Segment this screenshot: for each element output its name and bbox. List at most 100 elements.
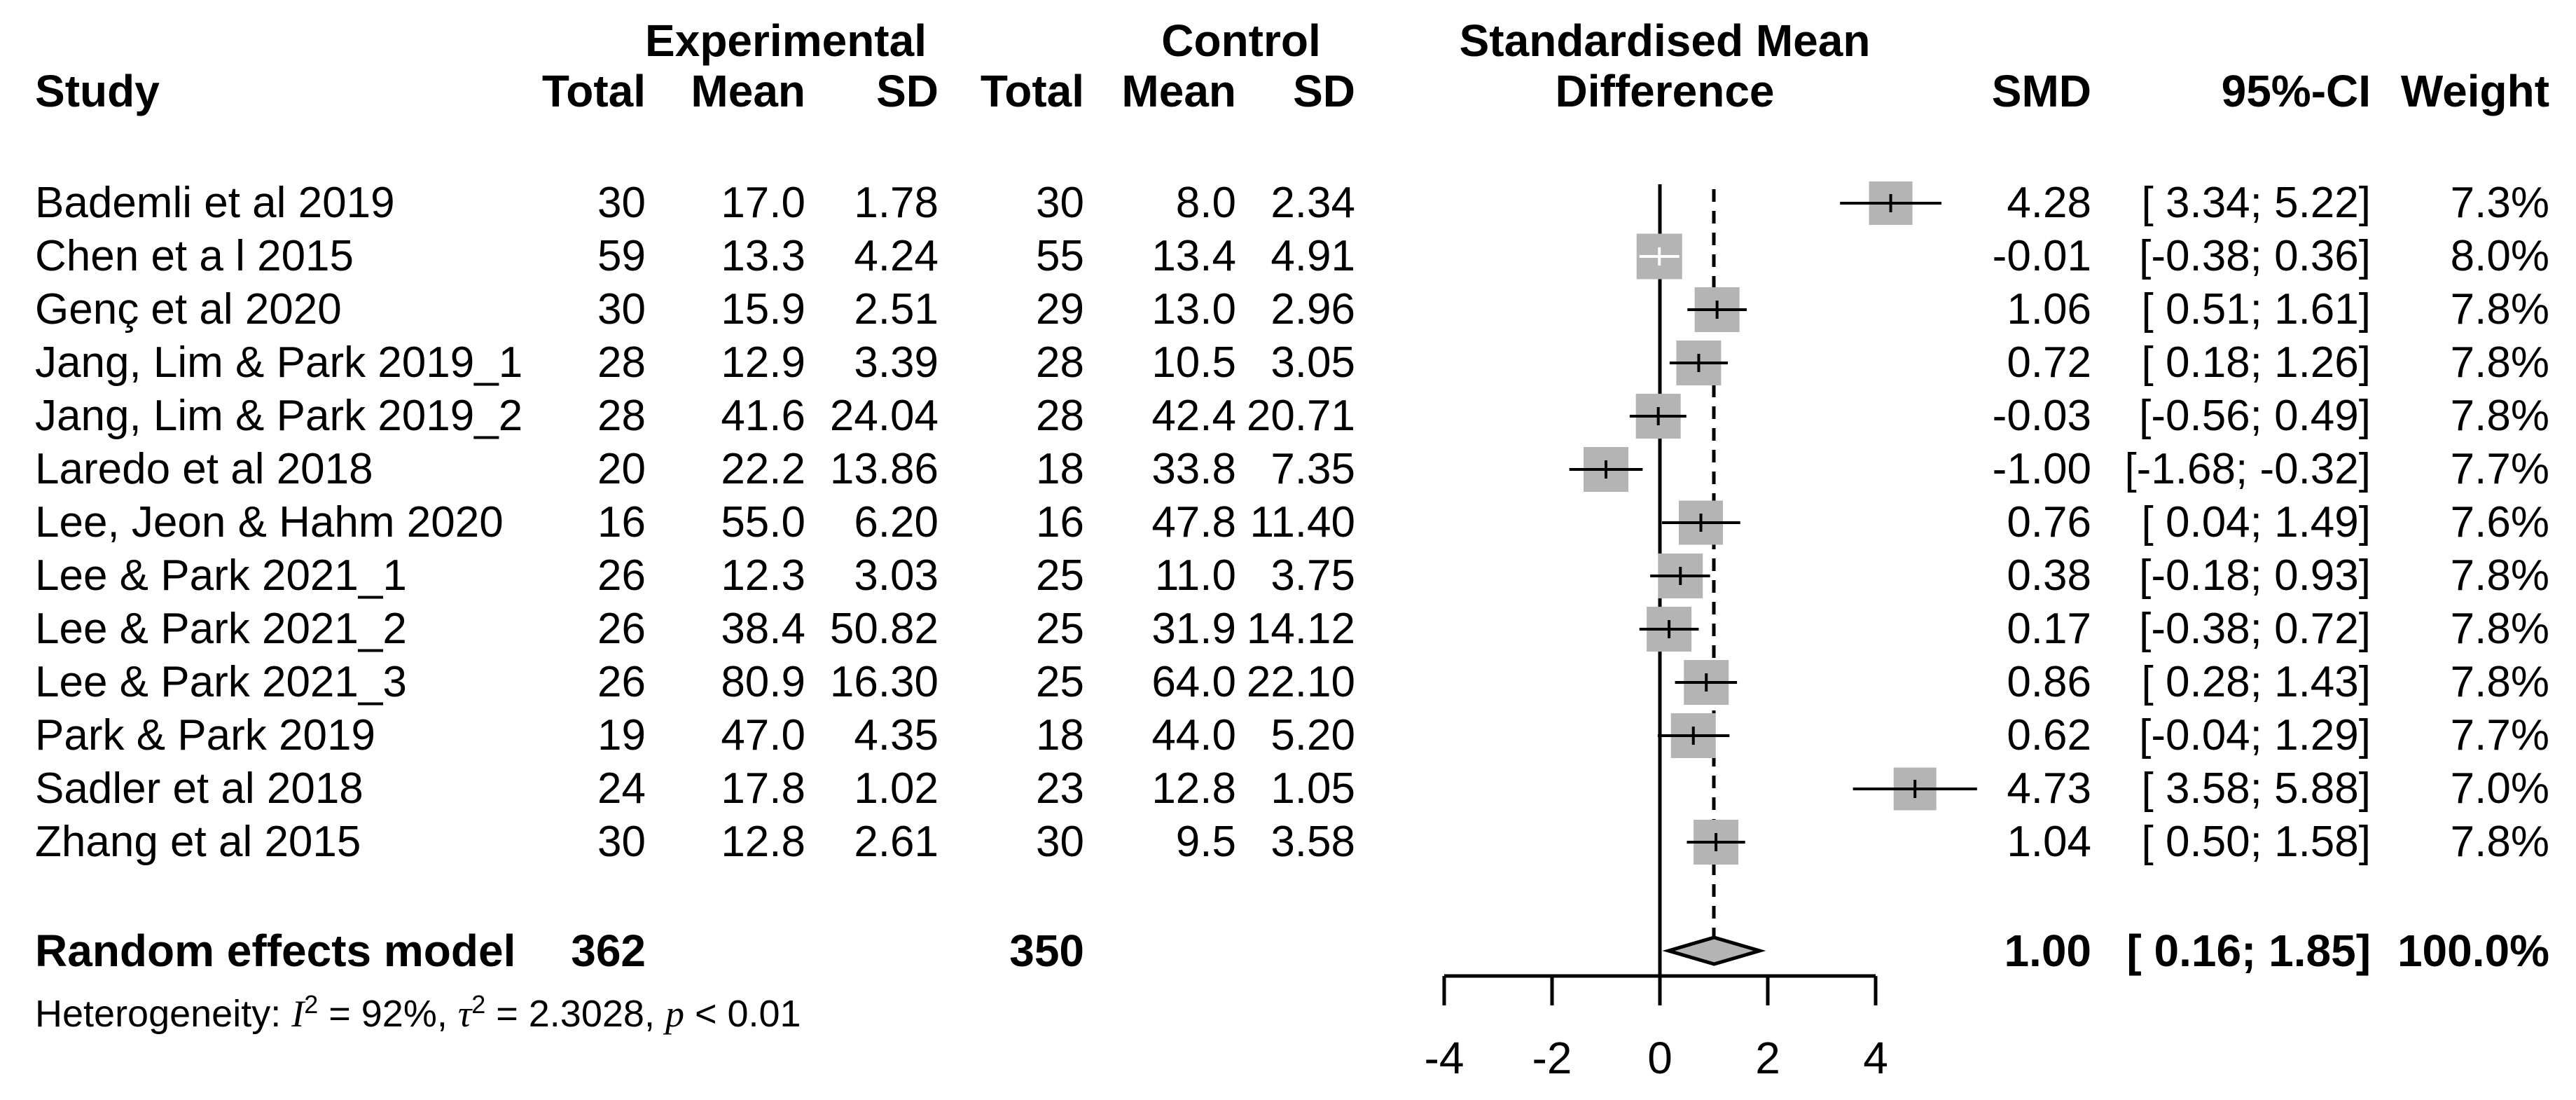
ctrl-total-cell: 18 (1036, 445, 1084, 493)
ctrl-mean-cell: 13.4 (1151, 232, 1236, 280)
plot-title-line2: Difference (1555, 66, 1775, 116)
exp-total-cell: 30 (597, 179, 646, 227)
exp-total-cell: 59 (597, 232, 646, 280)
exp-total-cell: 30 (597, 818, 646, 866)
weight-cell: 7.8% (2450, 551, 2549, 600)
ctrl-total-cell: 28 (1036, 392, 1084, 440)
summary-ctrl-total: 350 (1009, 926, 1084, 976)
ctrl-sd-cell: 11.40 (1249, 498, 1355, 546)
col-header-ctrl-total: Total (980, 66, 1084, 116)
smd-cell: 4.73 (2007, 764, 2091, 813)
exp-sd-cell: 4.35 (854, 711, 939, 759)
exp-mean-cell: 13.3 (721, 232, 805, 280)
het-p-value: < 0.01 (684, 993, 801, 1035)
ctrl-sd-cell: 20.71 (1246, 392, 1355, 440)
ctrl-total-cell: 30 (1036, 179, 1084, 227)
ci-cell: [-1.68; -0.32] (2124, 445, 2371, 493)
study-name: Zhang et al 2015 (35, 818, 361, 866)
exp-mean-cell: 22.2 (721, 445, 805, 493)
summary-smd: 1.00 (2004, 926, 2091, 976)
ctrl-mean-cell: 12.8 (1151, 764, 1236, 813)
ctrl-mean-cell: 10.5 (1151, 338, 1236, 387)
smd-cell: 0.76 (2007, 498, 2091, 546)
study-name: Lee & Park 2021_3 (35, 658, 407, 706)
ci-cell: [ 0.18; 1.26] (2141, 338, 2371, 387)
ci-cell: [-0.04; 1.29] (2139, 711, 2371, 759)
summary-label: Random effects model (35, 926, 516, 976)
ci-cell: [-0.38; 0.36] (2139, 232, 2371, 280)
het-tau-value: = 2.3028, (485, 993, 665, 1035)
weight-cell: 7.8% (2450, 605, 2549, 653)
col-header-ctrl-mean: Mean (1121, 66, 1236, 116)
exp-sd-cell: 3.39 (854, 338, 939, 387)
weight-cell: 7.7% (2450, 711, 2549, 759)
exp-total-cell: 28 (597, 392, 646, 440)
weight-cell: 7.8% (2450, 338, 2549, 387)
exp-sd-cell: 2.61 (854, 818, 939, 866)
smd-cell: 0.38 (2007, 551, 2091, 600)
ctrl-mean-cell: 64.0 (1151, 658, 1236, 706)
ctrl-mean-cell: 13.0 (1151, 285, 1236, 334)
het-tau-sup: 2 (471, 990, 486, 1019)
smd-cell: 0.62 (2007, 711, 2091, 759)
ctrl-sd-cell: 3.05 (1270, 338, 1355, 387)
col-header-exp-total: Total (541, 66, 646, 116)
smd-cell: 1.04 (2007, 818, 2091, 866)
study-name: Jang, Lim & Park 2019_2 (35, 392, 523, 440)
exp-mean-cell: 41.6 (721, 392, 805, 440)
ctrl-mean-cell: 33.8 (1151, 445, 1236, 493)
exp-mean-cell: 12.8 (721, 818, 805, 866)
exp-mean-cell: 15.9 (721, 285, 805, 334)
study-name: Sadler et al 2018 (35, 764, 363, 813)
weight-cell: 7.3% (2450, 179, 2549, 227)
smd-cell: 0.17 (2007, 605, 2091, 653)
weight-cell: 8.0% (2450, 232, 2549, 280)
summary-weight: 100.0% (2397, 926, 2549, 976)
exp-mean-cell: 47.0 (721, 711, 805, 759)
weight-cell: 7.8% (2450, 392, 2549, 440)
group-header-control: Control (1161, 15, 1321, 66)
study-name: Park & Park 2019 (35, 711, 375, 759)
smd-cell: -1.00 (1992, 445, 2091, 493)
study-name: Genç et al 2020 (35, 285, 342, 334)
het-tau-symbol: τ (457, 993, 472, 1035)
heterogeneity-note: Heterogeneity: I2 = 92%, τ2 = 2.3028, p … (35, 992, 801, 1033)
het-i-value: = 92%, (318, 993, 458, 1035)
exp-sd-cell: 6.20 (854, 498, 939, 546)
study-name: Laredo et al 2018 (35, 445, 373, 493)
ctrl-sd-cell: 7.35 (1270, 445, 1355, 493)
smd-cell: 1.06 (2007, 285, 2091, 334)
exp-total-cell: 26 (597, 551, 646, 600)
study-name: Lee & Park 2021_2 (35, 605, 407, 653)
ci-cell: [-0.56; 0.49] (2139, 392, 2371, 440)
ctrl-sd-cell: 14.12 (1246, 605, 1355, 653)
ctrl-mean-cell: 44.0 (1151, 711, 1236, 759)
exp-sd-cell: 24.04 (829, 392, 939, 440)
ctrl-sd-cell: 1.05 (1270, 764, 1355, 813)
smd-cell: -0.01 (1992, 232, 2091, 280)
ctrl-sd-cell: 22.10 (1246, 658, 1355, 706)
study-name: Lee, Jeon & Hahm 2020 (35, 498, 504, 546)
smd-cell: -0.03 (1992, 392, 2091, 440)
ctrl-total-cell: 25 (1036, 605, 1084, 653)
exp-sd-cell: 1.02 (854, 764, 939, 813)
smd-cell: 0.72 (2007, 338, 2091, 387)
ci-cell: [ 0.50; 1.58] (2141, 818, 2371, 866)
group-header-experimental: Experimental (645, 15, 927, 66)
ctrl-mean-cell: 42.4 (1151, 392, 1236, 440)
x-axis-tick-label: 2 (1755, 1033, 1780, 1083)
ctrl-mean-cell: 31.9 (1151, 605, 1236, 653)
study-name: Chen et a l 2015 (35, 232, 354, 280)
ctrl-total-cell: 30 (1036, 818, 1084, 866)
ctrl-total-cell: 25 (1036, 658, 1084, 706)
exp-mean-cell: 12.9 (721, 338, 805, 387)
exp-mean-cell: 17.0 (721, 179, 805, 227)
col-header-weight: Weight (2400, 66, 2549, 116)
het-i-sup: 2 (304, 990, 319, 1019)
ctrl-mean-cell: 11.0 (1154, 551, 1236, 600)
col-header-smd: SMD (1991, 66, 2091, 116)
exp-sd-cell: 2.51 (854, 285, 939, 334)
ctrl-mean-cell: 8.0 (1175, 179, 1236, 227)
exp-total-cell: 26 (597, 605, 646, 653)
